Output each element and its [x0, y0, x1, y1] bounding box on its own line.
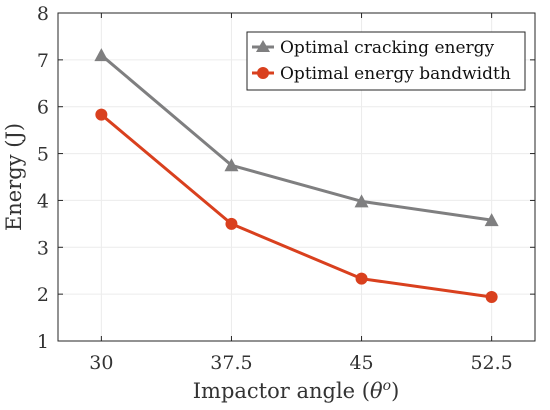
circle-marker	[485, 290, 498, 303]
series-line	[100, 54, 492, 222]
y-tick-label: 1	[37, 331, 49, 353]
legend: Optimal cracking energy Optimal energy b…	[246, 31, 526, 91]
y-tick-label: 3	[37, 237, 49, 259]
y-tick-label: 5	[37, 144, 49, 166]
x-tick-label: 45	[349, 352, 373, 374]
y-tick-label: 4	[37, 190, 49, 212]
y-tick-label: 7	[37, 50, 49, 72]
y-tick-label: 8	[37, 3, 49, 25]
legend-label-cracking-energy: Optimal cracking energy	[280, 38, 495, 58]
legend-swatch-triangle-marker	[256, 40, 270, 52]
triangle-marker	[94, 48, 109, 62]
circle-marker	[355, 272, 368, 285]
triangle-marker	[484, 213, 499, 227]
y-tick-label: 6	[37, 97, 49, 119]
series-line	[100, 113, 492, 299]
circle-marker	[95, 108, 108, 121]
circle-marker	[225, 217, 238, 230]
y-tick-label: 2	[37, 284, 49, 306]
legend-swatch-circle-marker	[257, 67, 269, 79]
x-tick-label: 37.5	[210, 352, 252, 374]
series	[94, 48, 499, 303]
y-axis-label: Energy (J)	[2, 123, 26, 231]
x-tick-label: 30	[89, 352, 113, 374]
series-energy-bandwidth	[95, 108, 498, 303]
legend-box	[246, 31, 526, 91]
plot-area-frame	[57, 12, 536, 342]
x-tick-label: 52.5	[470, 352, 512, 374]
triangle-marker	[224, 158, 239, 172]
legend-label-energy-bandwidth: Optimal energy bandwidth	[280, 64, 511, 84]
triangle-marker	[354, 194, 369, 208]
x-axis-label: Impactor angle (θo)	[193, 378, 400, 403]
series-cracking-energy	[94, 48, 499, 227]
